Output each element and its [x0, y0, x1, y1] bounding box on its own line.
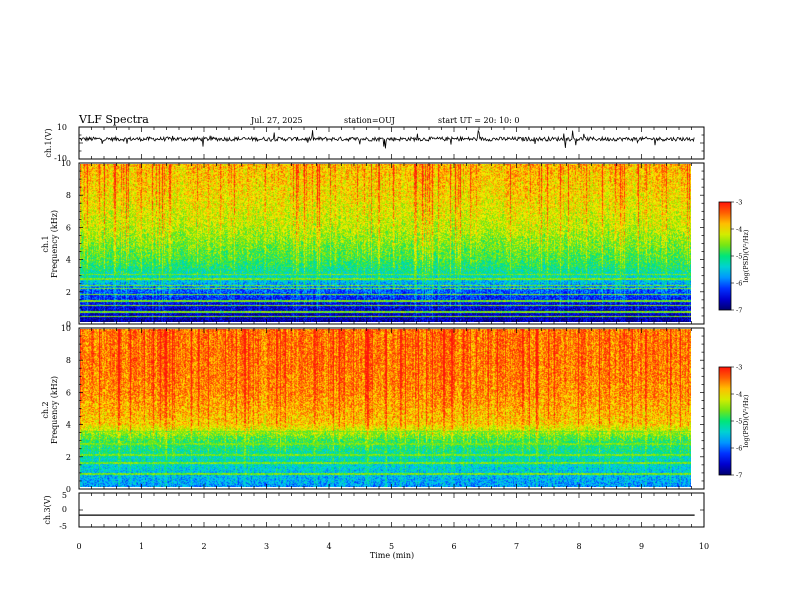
- ch2-colorbar-gradient: [719, 367, 731, 475]
- colorbar-tick-label: -5: [736, 253, 742, 261]
- time-axis-tick-label: 8: [576, 542, 581, 551]
- ch1-spectrogram-ylabel: ch.1: [41, 235, 50, 252]
- colorbar-tick-label: -6: [736, 445, 742, 453]
- colorbar-tick-label: -4: [736, 391, 742, 399]
- ch3-ytick-top: 5: [62, 491, 67, 500]
- time-axis-tick-label: 5: [389, 542, 394, 551]
- ch2-frequency-label: Frequency (kHz): [50, 376, 59, 444]
- station-label: station=OUJ: [344, 116, 395, 125]
- time-axis-tick-label: 9: [639, 542, 644, 551]
- ch1-waveform-panel: 10 -10 ch.1(V): [44, 123, 705, 163]
- frequency-tick-label: 10: [61, 159, 71, 168]
- time-axis-tick-label: 6: [451, 542, 456, 551]
- colorbar-tick-label: -3: [736, 364, 742, 372]
- ch1-ytick-bottom: -10: [54, 154, 67, 163]
- ch1-waveform-ticks: [78, 126, 705, 160]
- time-axis-label: Time (min): [370, 551, 414, 560]
- time-axis-tick-label: 10: [699, 542, 709, 551]
- ch1-waveform-frame: [78, 126, 705, 160]
- ch1-colorbar: -3 -4 -5 -6 -7 log(PSD)(V²/Hz): [718, 199, 750, 315]
- frequency-tick-label: 0: [66, 320, 71, 329]
- ch1-spectrogram-image: [80, 164, 691, 322]
- frequency-tick-label: 2: [66, 453, 71, 462]
- time-axis-tick-label: 2: [201, 542, 206, 551]
- ch3-waveform-frame: [78, 492, 705, 528]
- ch1-colorbar-ticks: -3 -4 -5 -6 -7: [731, 199, 742, 315]
- frequency-tick-label: 10: [61, 324, 71, 333]
- start-time-label: start UT = 20: 10: 0: [438, 116, 519, 125]
- ch2-spectrogram-image: [80, 329, 691, 487]
- time-axis-tick-label: 7: [514, 542, 519, 551]
- ch2-colorbar-label: log(PSD)(V²/Hz): [742, 394, 750, 447]
- time-axis-tick-labels: 0 1 2 3 4 5 6 7 8 9 10: [76, 542, 709, 551]
- colorbar-tick-label: -3: [736, 199, 742, 207]
- ch1-ylabel: ch.1(V): [44, 128, 53, 157]
- ch3-waveform-ticks: [78, 492, 705, 528]
- frequency-tick-label: 8: [66, 356, 71, 365]
- ch1-ytick-top: 10: [57, 123, 67, 132]
- ch3-ytick-bottom: -5: [59, 522, 67, 531]
- time-axis-tick-label: 3: [264, 542, 269, 551]
- ch3-ylabel: ch.3(V): [43, 495, 52, 524]
- date-label: Jul. 27, 2025: [250, 116, 303, 125]
- colorbar-tick-label: -5: [736, 418, 742, 426]
- ch3-waveform-panel: 5 0 -5 ch.3(V): [43, 491, 705, 531]
- ch2-spectrogram-panel: 0 2 4 6 8 10 ch.2 Frequency (kHz): [41, 324, 705, 494]
- colorbar-tick-label: -7: [736, 472, 742, 480]
- frequency-tick-label: 6: [66, 223, 71, 232]
- ch1-spectrogram-ticks: 0 2 4 6 8 10: [61, 159, 705, 329]
- ch1-frequency-label: Frequency (kHz): [50, 210, 59, 278]
- time-axis-tick-label: 0: [76, 542, 81, 551]
- frequency-tick-label: 4: [66, 256, 71, 265]
- figure-title: VLF Spectra: [78, 113, 149, 126]
- ch1-waveform-trace: [78, 129, 695, 149]
- ch2-spectrogram-ylabel: ch.2: [41, 401, 50, 418]
- ch1-colorbar-gradient: [719, 202, 731, 310]
- colorbar-tick-label: -7: [736, 307, 742, 315]
- ch1-spectrogram-panel: 0 2 4 6 8 10 ch.1 Frequency (kHz): [41, 159, 705, 329]
- ch3-ytick-mid: 0: [62, 505, 67, 514]
- colorbar-tick-label: -6: [736, 280, 742, 288]
- ch1-colorbar-label: log(PSD)(V²/Hz): [742, 229, 750, 282]
- ch2-colorbar-ticks: -3 -4 -5 -6 -7: [731, 364, 742, 480]
- ch2-spectrogram-ticks: 0 2 4 6 8 10: [61, 324, 705, 494]
- frequency-tick-label: 6: [66, 388, 71, 397]
- frequency-tick-label: 8: [66, 191, 71, 200]
- frequency-tick-label: 0: [66, 485, 71, 494]
- ch2-colorbar: -3 -4 -5 -6 -7 log(PSD)(V²/Hz): [718, 364, 750, 480]
- time-axis-tick-label: 1: [139, 542, 144, 551]
- time-axis-tick-label: 4: [326, 542, 331, 551]
- colorbar-tick-label: -4: [736, 226, 742, 234]
- frequency-tick-label: 4: [66, 421, 71, 430]
- frequency-tick-label: 2: [66, 288, 71, 297]
